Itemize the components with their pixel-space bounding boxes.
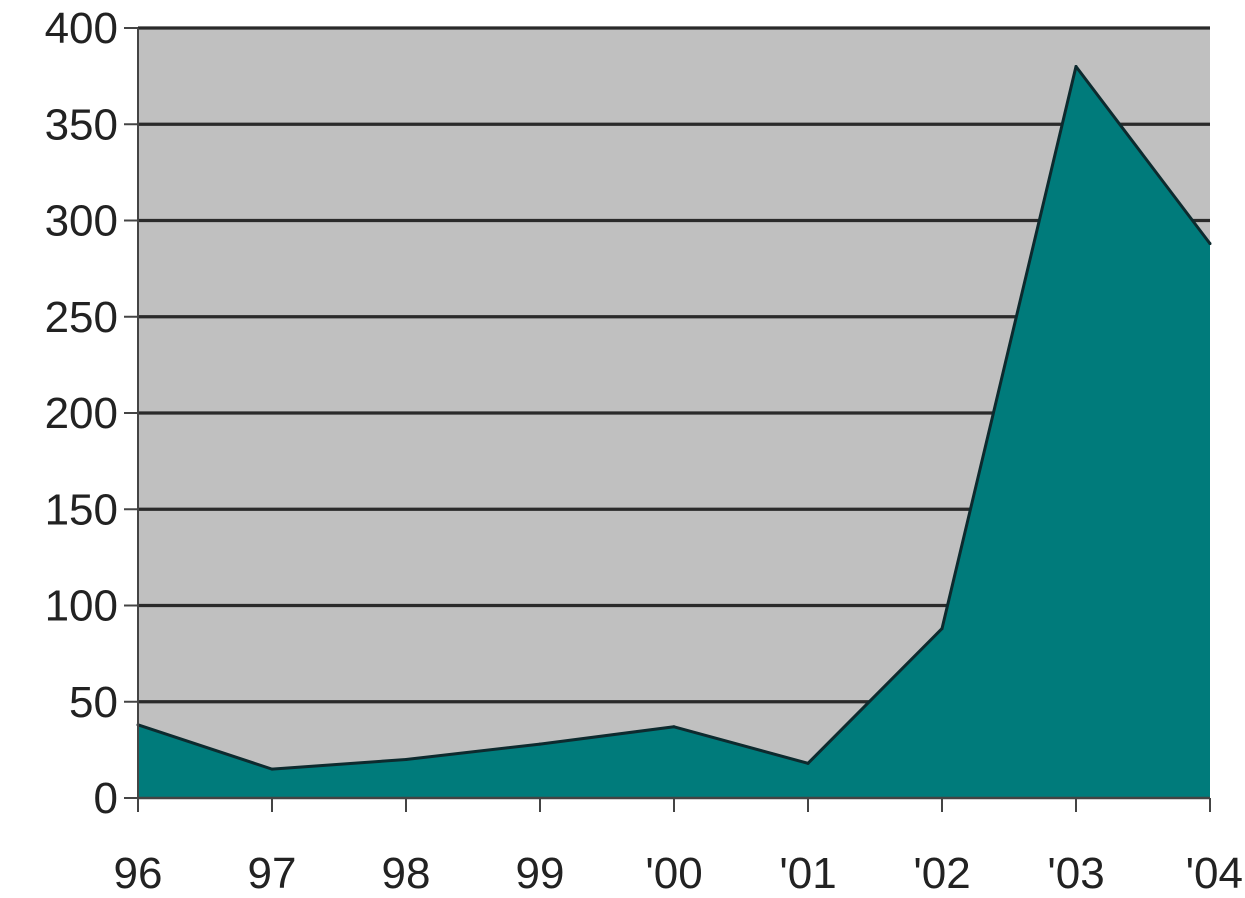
x-tick-label: '03 <box>1047 849 1104 898</box>
y-tick-label: 250 <box>45 293 118 342</box>
y-axis-tick-labels: 0 50 100 150 200 250 300 350 400 <box>45 4 118 823</box>
x-tick-label: 97 <box>248 849 297 898</box>
data-point <box>1208 242 1212 246</box>
data-point <box>672 725 676 729</box>
y-tick-label: 0 <box>94 774 118 823</box>
x-tick-label: 98 <box>382 849 431 898</box>
data-point <box>404 758 408 761</box>
x-tick-label: '02 <box>913 849 970 898</box>
y-tick-label: 350 <box>45 100 118 149</box>
gridlines <box>138 26 1210 704</box>
data-point <box>538 742 542 746</box>
x-tick-label: 99 <box>516 849 565 898</box>
y-tick-label: 100 <box>45 582 118 631</box>
data-point <box>1074 65 1078 68</box>
data-point <box>270 767 274 771</box>
x-axis-tick-labels: 96 97 98 99 '00 '01 '02 '03 '04 <box>114 849 1243 898</box>
data-point <box>806 761 810 765</box>
data-point <box>940 627 944 631</box>
axes <box>124 27 1211 812</box>
y-tick-label: 300 <box>45 197 118 246</box>
y-tick-label: 400 <box>45 4 118 53</box>
y-tick-label: 50 <box>69 678 118 727</box>
x-tick-label: '01 <box>779 849 836 898</box>
x-tick-label: 96 <box>114 849 163 898</box>
x-tick-label: '00 <box>645 849 702 898</box>
area-fill <box>138 66 1210 798</box>
x-tick-label: '04 <box>1186 849 1243 898</box>
y-tick-label: 150 <box>45 485 118 534</box>
y-tick-label: 200 <box>45 389 118 438</box>
